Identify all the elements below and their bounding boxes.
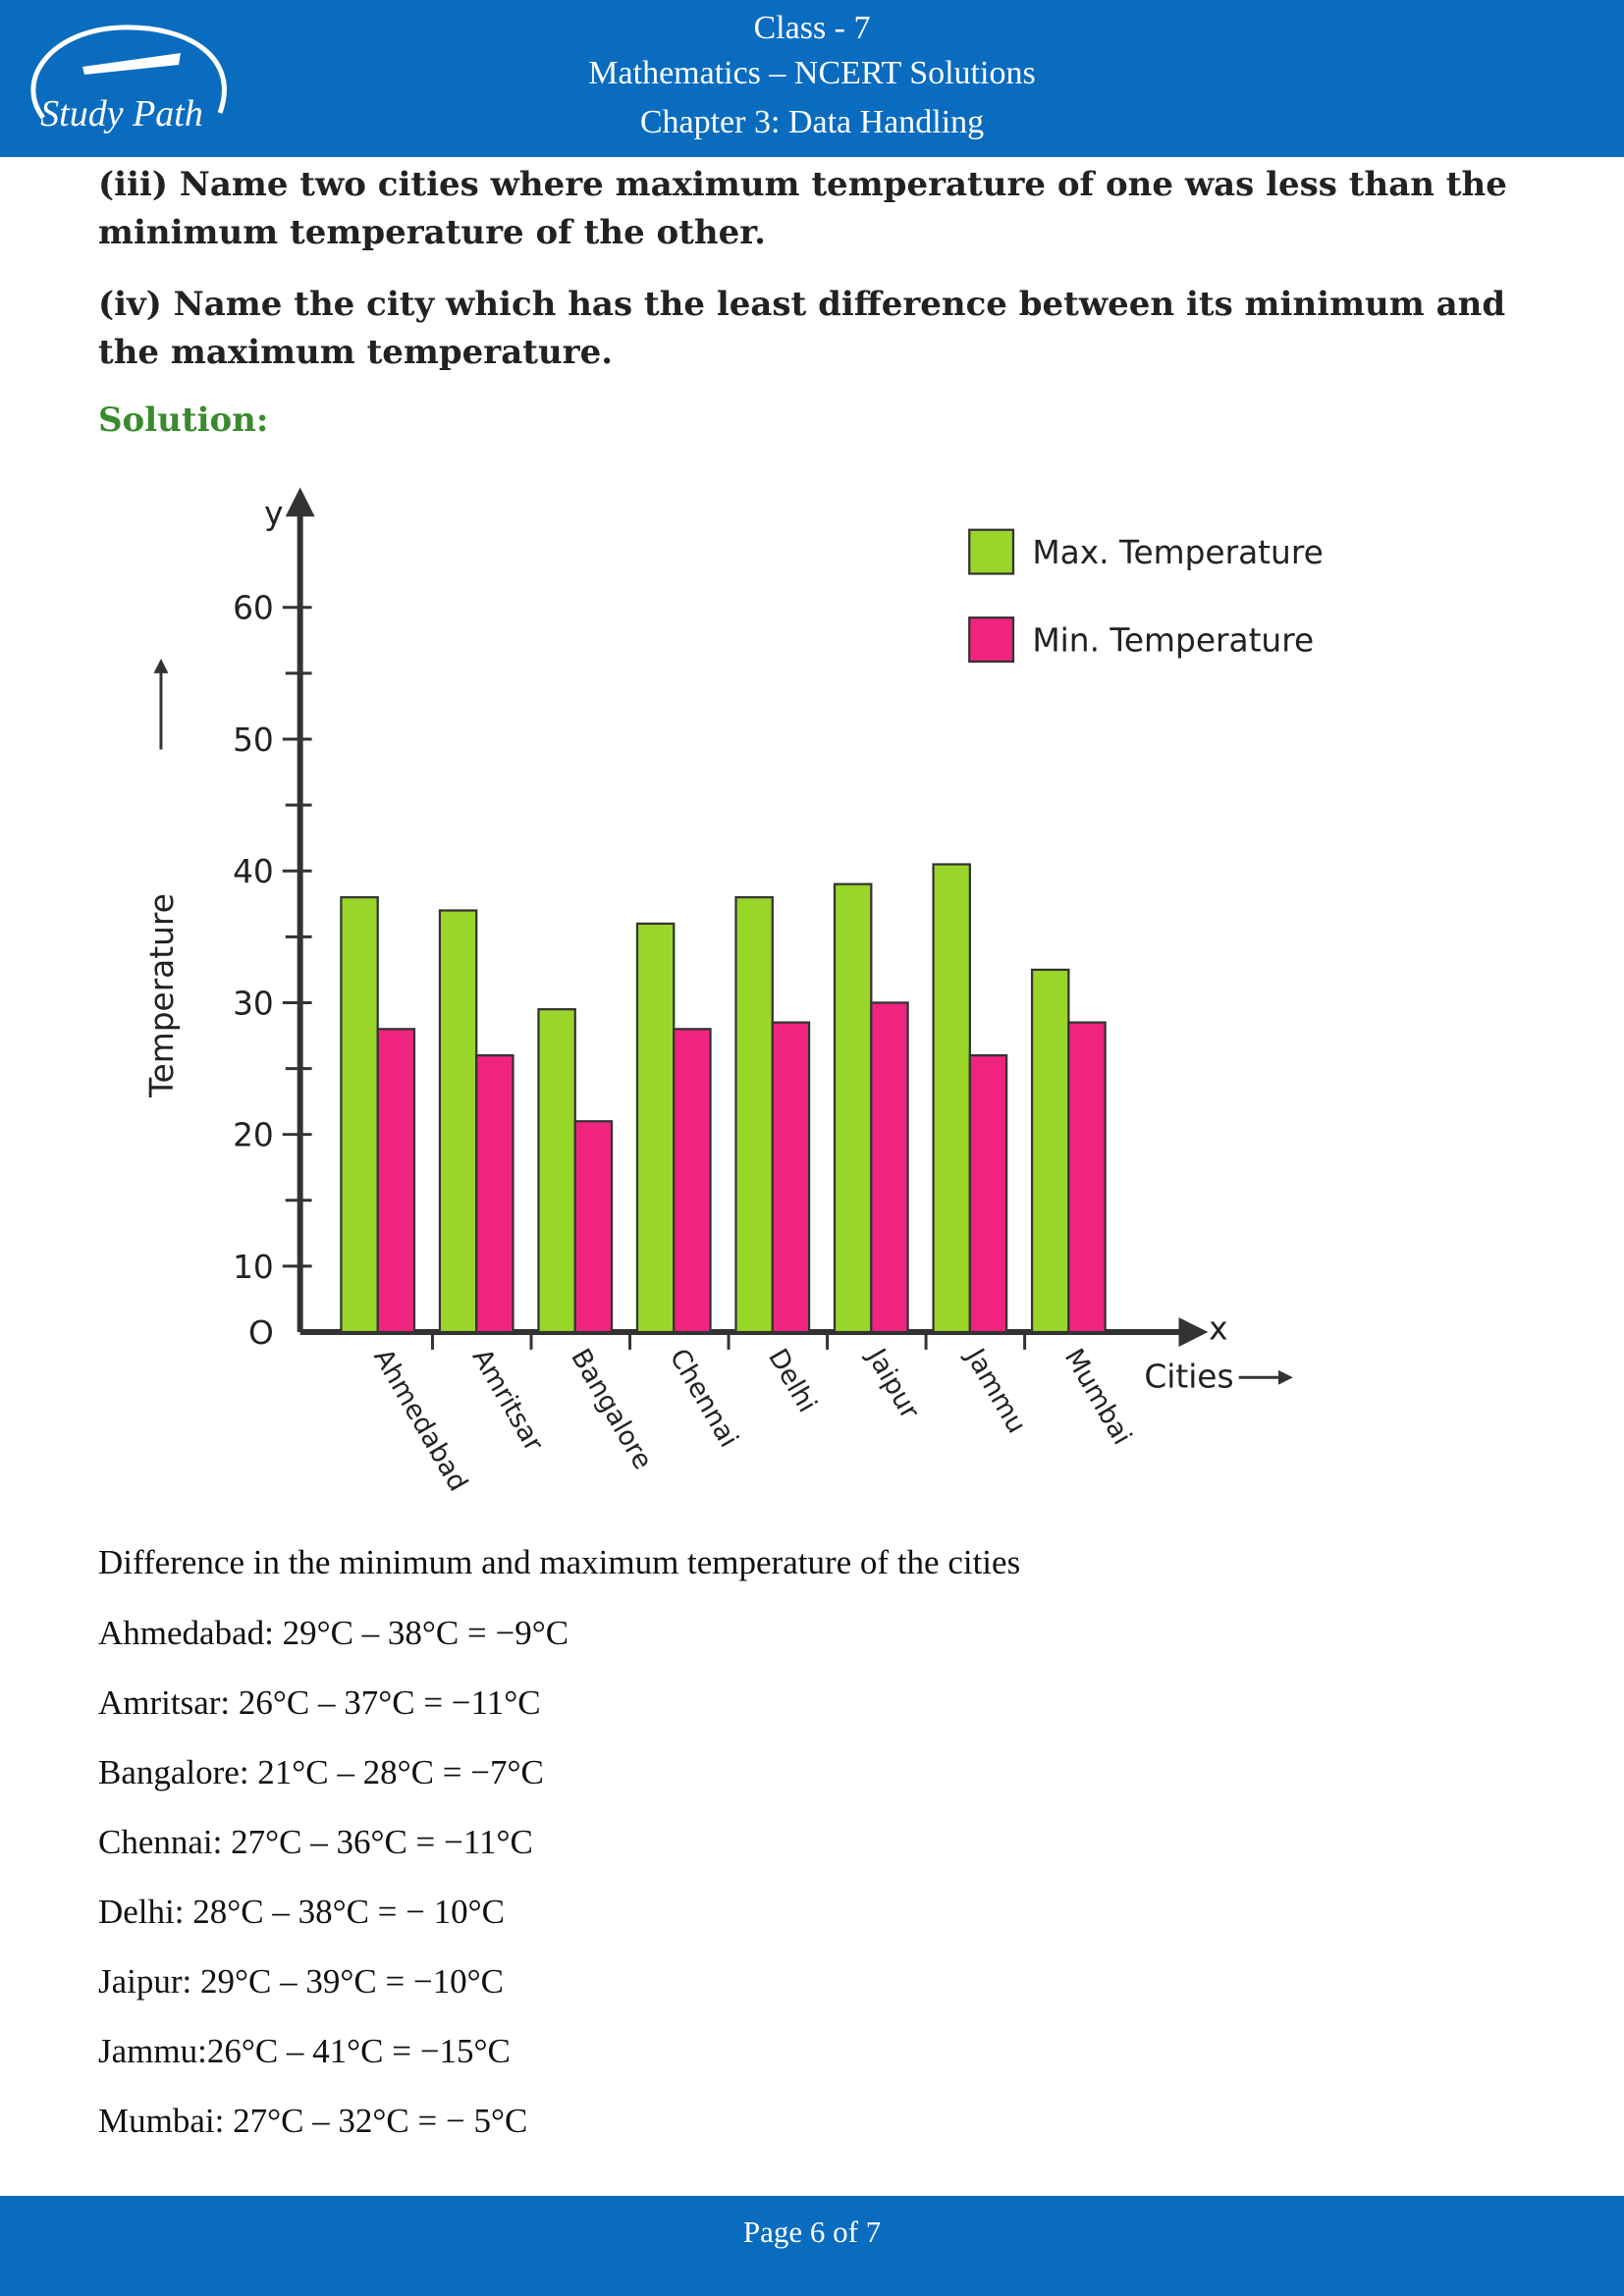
y-tick-label: 30 xyxy=(233,985,274,1022)
bar xyxy=(771,1021,811,1334)
x-tick-label: Amritsar xyxy=(466,1344,550,1458)
x-tick-label: Jaipur xyxy=(860,1342,926,1425)
logo-arc xyxy=(30,25,227,120)
bar xyxy=(968,1054,1008,1334)
header-line: Class - 7 xyxy=(753,10,871,46)
bar xyxy=(673,1028,712,1334)
y-axis-label: Temperature xyxy=(143,893,181,1098)
bar xyxy=(573,1120,614,1334)
legend-swatch xyxy=(968,528,1015,575)
difference-line: Amritsar: 26°C – 37°C = −11°C xyxy=(98,1683,541,1722)
logo: Study Path xyxy=(30,25,227,134)
logo-text: Study Path xyxy=(40,93,203,134)
difference-line: Jaipur: 29°C – 39°C = −10°C xyxy=(98,1962,505,2001)
legend-label: Max. Temperature xyxy=(1032,534,1323,571)
difference-line: Delhi: 28°C – 38°C = − 10°C xyxy=(98,1893,505,1931)
header-line: Chapter 3: Data Handling xyxy=(639,104,985,140)
question: (iii) Name two cities where maximum temp… xyxy=(98,165,1507,252)
bar xyxy=(870,1001,909,1334)
difference-line: Mumbai: 27°C – 32°C = − 5°C xyxy=(98,2102,528,2140)
y-tick-label: 40 xyxy=(233,853,274,890)
y-tick-label: 10 xyxy=(233,1249,274,1286)
bar xyxy=(734,895,774,1334)
x-tick-label: Ahmedabad xyxy=(367,1344,473,1497)
bar xyxy=(438,909,478,1334)
x-tick-label: Bangalore xyxy=(565,1344,658,1474)
question: (iv) Name the city which has the least d… xyxy=(98,285,1506,372)
logo-pen xyxy=(82,53,181,75)
bar xyxy=(537,1008,576,1334)
x-tick-label: Jammu xyxy=(958,1342,1032,1438)
footer-band xyxy=(0,2196,1624,2296)
bar xyxy=(340,895,379,1334)
difference-line: Chennai: 27°C – 36°C = −11°C xyxy=(98,1823,533,1861)
y-tick-label: 20 xyxy=(233,1117,274,1154)
legend-swatch xyxy=(968,616,1015,664)
x-tick-label: Mumbai xyxy=(1058,1344,1137,1450)
y-tick-label: 60 xyxy=(233,590,274,627)
difference-line: Bangalore: 21°C – 28°C = −7°C xyxy=(98,1753,544,1791)
x-axis-label: Cities xyxy=(1144,1359,1233,1396)
y-axis-letter: y xyxy=(264,495,283,532)
difference-intro: Difference in the minimum and maximum te… xyxy=(98,1543,1021,1581)
difference-line: Ahmedabad: 29°C – 38°C = −9°C xyxy=(98,1614,569,1652)
bar xyxy=(635,922,676,1334)
legend-label: Min. Temperature xyxy=(1032,622,1314,660)
bar xyxy=(376,1028,416,1334)
header-line: Mathematics – NCERT Solutions xyxy=(588,55,1036,91)
footer-text: Page 6 of 7 xyxy=(742,2215,882,2249)
bar xyxy=(833,882,873,1334)
bar xyxy=(1030,968,1070,1334)
x-axis-letter: x xyxy=(1209,1309,1227,1347)
bar xyxy=(475,1054,514,1334)
chart: y x Cities Temperature O 10 20 30 40 50 60 Ahmedaba… xyxy=(143,487,1324,1497)
x-tick-label: Delhi xyxy=(762,1344,822,1417)
header-band xyxy=(0,0,1624,157)
difference-line: Jammu:26°C – 41°C = −15°C xyxy=(98,2032,511,2070)
solution-label: Solution: xyxy=(98,400,269,440)
y-tick-label: O xyxy=(248,1314,274,1352)
bar xyxy=(1067,1021,1107,1334)
y-tick-label: 50 xyxy=(233,721,274,759)
bar xyxy=(932,863,971,1334)
x-tick-label: Chennai xyxy=(664,1344,744,1453)
